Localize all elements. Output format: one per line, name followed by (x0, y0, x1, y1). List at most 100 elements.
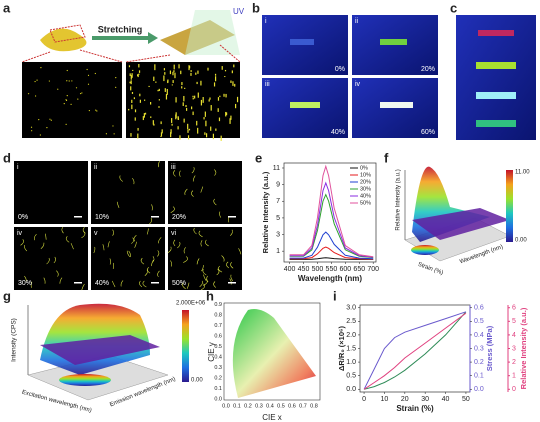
crack (200, 186, 204, 193)
image-index: v (94, 230, 98, 237)
crack (229, 278, 232, 285)
speck (130, 86, 132, 91)
y-tick-label: 3.0 (346, 305, 356, 312)
y3-tick-label: 4 (512, 332, 516, 339)
y-tick-label: 1 (276, 248, 280, 255)
line (289, 181, 374, 258)
strip (380, 39, 407, 45)
legend-label: 10% (360, 172, 371, 178)
strip (290, 39, 314, 45)
x-tick-label: 550 (326, 266, 338, 273)
image (168, 161, 242, 224)
y-tick-label: 0.4 (214, 354, 222, 360)
speck (192, 97, 194, 100)
speck (214, 76, 217, 82)
crack (226, 261, 229, 269)
speck (196, 120, 198, 126)
y2-tick-label: 0.6 (474, 305, 484, 312)
line (289, 164, 374, 258)
speck (183, 118, 185, 123)
crack (206, 275, 209, 283)
crack (132, 177, 135, 185)
crack (151, 259, 154, 267)
x-tick-label: 0.0 (222, 403, 230, 409)
speck (75, 87, 78, 89)
y-tick-label: 0.9 (214, 302, 222, 308)
y3-tick-label: 2 (512, 359, 516, 366)
scale-bar (151, 282, 159, 284)
colorbar-max: 2.000E+06 (176, 301, 206, 307)
x-tick-label: 20 (401, 396, 409, 403)
line (289, 257, 374, 260)
speck (175, 114, 177, 120)
photo-index: iv (355, 81, 361, 88)
legend-label: 0% (360, 165, 368, 171)
crack (173, 170, 176, 177)
speck (178, 64, 180, 69)
speck (115, 86, 117, 88)
gamut (232, 309, 316, 398)
crack (158, 160, 160, 168)
crack (20, 239, 24, 246)
speck (134, 117, 136, 121)
line (363, 311, 467, 390)
plot-area (359, 304, 471, 393)
crack (139, 280, 143, 288)
speck (190, 72, 192, 76)
image-strain: 0% (18, 214, 28, 221)
crack (230, 229, 233, 236)
scale-bar (74, 216, 82, 218)
speck (30, 126, 33, 128)
speck (183, 95, 185, 102)
speck (218, 117, 221, 122)
panel-label: h (206, 288, 214, 303)
speck (195, 72, 197, 75)
y-tick-label: 1.5 (346, 345, 356, 352)
image (168, 227, 242, 290)
y2-tick-label: 0.5 (474, 318, 484, 325)
crack (126, 250, 131, 257)
crack (198, 230, 203, 238)
film (40, 28, 87, 52)
crack (230, 262, 234, 269)
speck (160, 121, 162, 125)
projection (59, 374, 111, 386)
x-tick-label: 700 (367, 266, 379, 273)
speck (174, 72, 176, 79)
line (289, 246, 374, 260)
panel-c: c (450, 0, 536, 140)
speck (138, 73, 140, 75)
y2-tick-label: 0.4 (474, 332, 484, 339)
x-tick-label: 10 (381, 396, 389, 403)
speck (158, 99, 160, 101)
y3-tick-label: 0 (512, 386, 516, 393)
speck (130, 133, 132, 137)
speck (71, 80, 73, 82)
speck (229, 118, 231, 124)
speck (131, 104, 133, 110)
panel-e: e 400 450 500 550 600 650 700 1 3 5 7 9 11 Wavelength… (255, 150, 379, 283)
speck (70, 103, 72, 105)
y-axis-label: ΔR/R₀ (×10⁶) (337, 326, 346, 371)
crack (184, 188, 188, 196)
crack (200, 240, 203, 247)
speck (224, 76, 226, 78)
speck (171, 84, 173, 86)
projection (411, 245, 439, 255)
speck (203, 117, 205, 120)
speck (194, 95, 196, 99)
x-tick-label: 0.3 (255, 403, 263, 409)
axis-label: Relative Intensity (a.u.) (396, 169, 402, 230)
y2-tick-label: 0.1 (474, 373, 484, 380)
speck (66, 80, 68, 82)
speck (200, 80, 202, 86)
crack (93, 246, 96, 254)
y-tick-label: 0.5 (346, 373, 356, 380)
speck (210, 105, 212, 111)
speck (48, 80, 50, 82)
crack (202, 279, 208, 286)
strip (476, 92, 516, 99)
speck (150, 116, 152, 118)
speck (95, 109, 97, 111)
x-tick-label: 0.5 (277, 403, 285, 409)
